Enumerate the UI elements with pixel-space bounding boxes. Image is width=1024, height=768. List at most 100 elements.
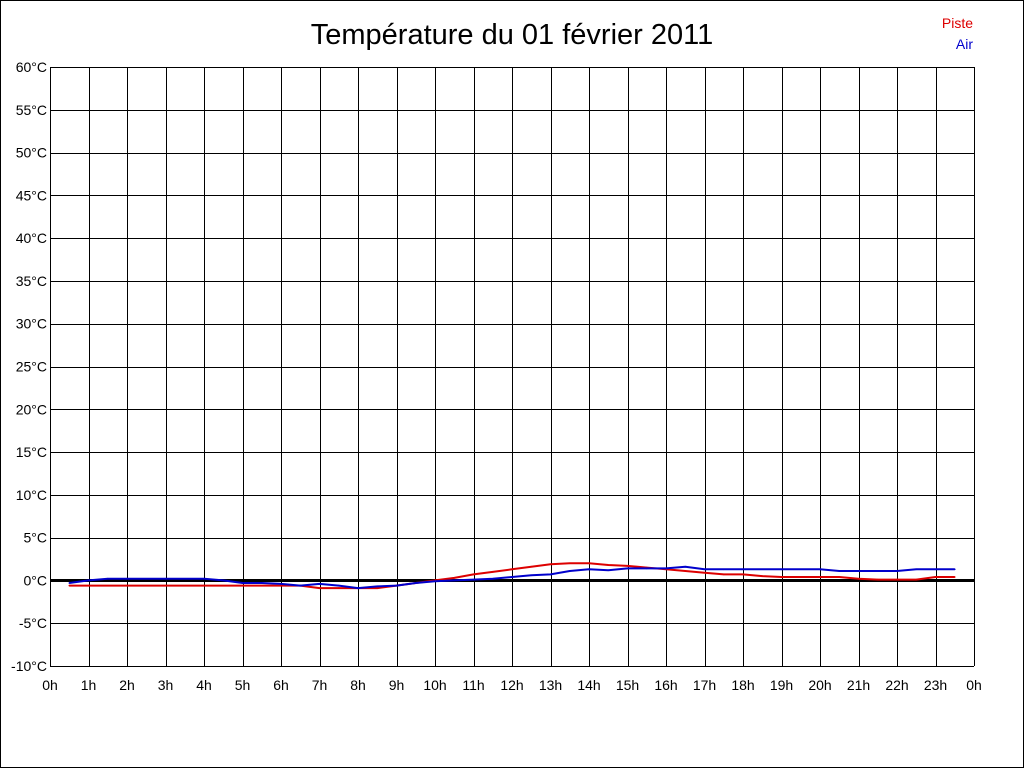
data-point-air	[415, 582, 417, 584]
data-point-piste	[453, 577, 456, 579]
y-tick-label: 25°C	[16, 359, 47, 375]
data-point-air	[549, 573, 552, 576]
x-tick-label: 3h	[158, 677, 174, 693]
data-point-air	[338, 584, 340, 587]
data-point-piste	[472, 573, 475, 576]
data-point-air	[896, 570, 898, 572]
x-tick-label: 23h	[924, 677, 947, 693]
data-point-air	[472, 578, 475, 581]
y-tick-label: 60°C	[16, 59, 47, 75]
x-tick-label: 16h	[654, 677, 677, 693]
data-point-air	[819, 568, 821, 571]
data-point-piste	[954, 576, 956, 578]
x-tick-label: 11h	[462, 677, 484, 693]
x-tick-label: 15h	[616, 677, 639, 693]
data-point-air	[395, 584, 398, 587]
data-point-air	[954, 568, 956, 571]
data-point-air	[492, 577, 494, 580]
data-point-piste	[761, 575, 764, 577]
x-tick-label: 19h	[770, 677, 793, 693]
x-tick-label: 18h	[731, 677, 754, 693]
data-point-air	[934, 568, 937, 571]
data-point-piste	[684, 570, 687, 572]
data-point-piste	[318, 587, 321, 589]
data-point-piste	[68, 584, 71, 587]
y-tick-label: 35°C	[16, 273, 47, 289]
data-point-piste	[723, 573, 725, 576]
x-tick-label: 7h	[312, 677, 328, 693]
data-point-air	[857, 570, 860, 572]
data-point-air	[376, 585, 379, 588]
x-tick-label: 20h	[808, 677, 831, 693]
data-point-piste	[126, 584, 128, 587]
data-point-air	[241, 582, 244, 584]
data-point-piste	[877, 578, 879, 581]
data-point-air	[742, 568, 744, 571]
x-tick-label: 2h	[119, 677, 135, 693]
data-point-piste	[896, 578, 898, 581]
data-point-piste	[780, 576, 783, 578]
data-point-piste	[857, 577, 860, 580]
x-tick-label: 21h	[847, 677, 870, 693]
data-point-air	[222, 579, 225, 582]
data-point-air	[453, 579, 456, 582]
y-tick-label: 45°C	[16, 187, 47, 203]
y-tick-label: 20°C	[16, 401, 47, 417]
x-tick-label: 13h	[539, 677, 562, 693]
data-point-piste	[915, 578, 918, 581]
y-tick-label: 30°C	[16, 316, 47, 332]
data-point-air	[915, 568, 918, 571]
data-point-piste	[588, 562, 590, 565]
data-point-piste	[838, 576, 841, 578]
y-tick-label: 50°C	[16, 145, 47, 161]
data-point-piste	[569, 562, 571, 565]
data-point-air	[530, 574, 533, 577]
x-tick-label: 0h	[966, 677, 982, 693]
data-point-air	[434, 580, 436, 583]
x-tick-label: 0h	[42, 677, 58, 693]
x-tick-label: 8h	[350, 677, 366, 693]
x-tick-label: 14h	[577, 677, 600, 693]
data-point-air	[126, 577, 128, 580]
data-point-piste	[492, 571, 494, 573]
y-tick-label: 40°C	[16, 230, 47, 246]
y-tick-label: 55°C	[16, 102, 47, 118]
data-point-air	[203, 577, 205, 580]
chart-title: Température du 01 février 2011	[310, 19, 714, 51]
data-point-air	[511, 576, 513, 578]
data-point-piste	[934, 576, 937, 578]
y-tick-label: 10°C	[16, 487, 47, 503]
data-point-air	[299, 584, 302, 587]
data-point-piste	[530, 565, 533, 568]
data-point-piste	[742, 573, 744, 576]
data-point-piste	[338, 587, 340, 589]
data-point-air	[838, 570, 841, 572]
y-tick-label: -5°C	[19, 615, 47, 631]
data-point-air	[107, 577, 109, 580]
data-point-air	[68, 582, 71, 584]
data-point-piste	[376, 587, 379, 589]
data-point-piste	[203, 584, 205, 587]
data-point-air	[87, 579, 90, 582]
data-point-air	[280, 583, 282, 585]
x-tick-label: 12h	[500, 677, 523, 693]
y-tick-label: 5°C	[24, 530, 48, 546]
x-tick-label: 10h	[423, 677, 446, 693]
data-point-piste	[703, 571, 706, 574]
data-point-air	[626, 567, 629, 570]
data-point-air	[646, 567, 648, 570]
data-point-piste	[800, 576, 802, 578]
data-point-air	[357, 587, 359, 589]
data-point-piste	[241, 584, 244, 587]
x-tick-label: 17h	[693, 677, 716, 693]
y-tick-label: 15°C	[16, 444, 47, 460]
y-tick-label: -10°C	[11, 658, 47, 674]
data-point-piste	[549, 563, 552, 565]
x-tick-label: 6h	[273, 677, 289, 693]
data-point-piste	[819, 576, 821, 578]
data-point-piste	[87, 584, 90, 587]
x-tick-label: 22h	[885, 677, 908, 693]
data-point-air	[164, 577, 167, 580]
x-tick-label: 9h	[389, 677, 405, 693]
